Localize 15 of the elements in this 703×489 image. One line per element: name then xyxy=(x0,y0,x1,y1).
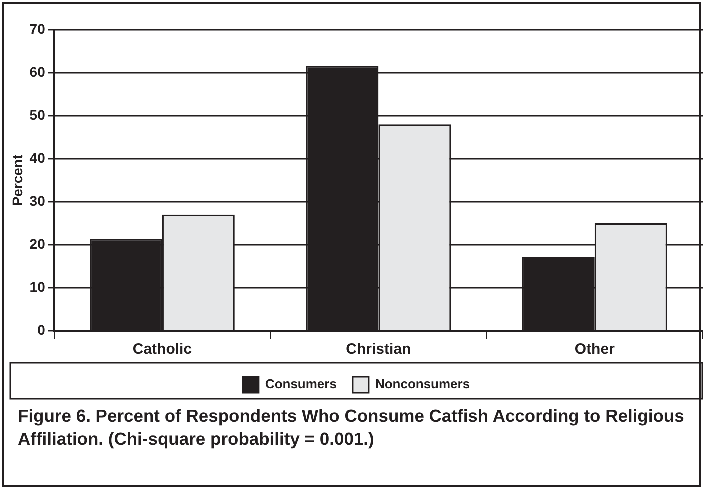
text: Figure 6. Percent of Respondents Who Consume Catfish According to Religious Affiliation. (Chi-square probability = 0.001.) xyxy=(18,405,686,451)
x-tick-label: Other xyxy=(574,341,616,358)
y-tick-label: 0 xyxy=(38,322,46,338)
y-tick-label: 30 xyxy=(30,192,46,209)
legend-label: Consumers xyxy=(265,376,337,392)
y-tick-label: 50 xyxy=(30,106,46,123)
y-tick-label: 60 xyxy=(30,64,46,80)
y-tick-label: 40 xyxy=(30,150,46,166)
legend-label: Nonconsumers xyxy=(375,376,470,392)
x-tick-label: Catholic xyxy=(132,341,192,358)
y-tick-label: 20 xyxy=(30,236,46,252)
y-axis-title: Percent xyxy=(9,154,26,206)
y-tick-label: 70 xyxy=(30,20,46,37)
x-tick-label: Christian xyxy=(346,341,412,358)
y-tick-label: 10 xyxy=(30,278,46,295)
